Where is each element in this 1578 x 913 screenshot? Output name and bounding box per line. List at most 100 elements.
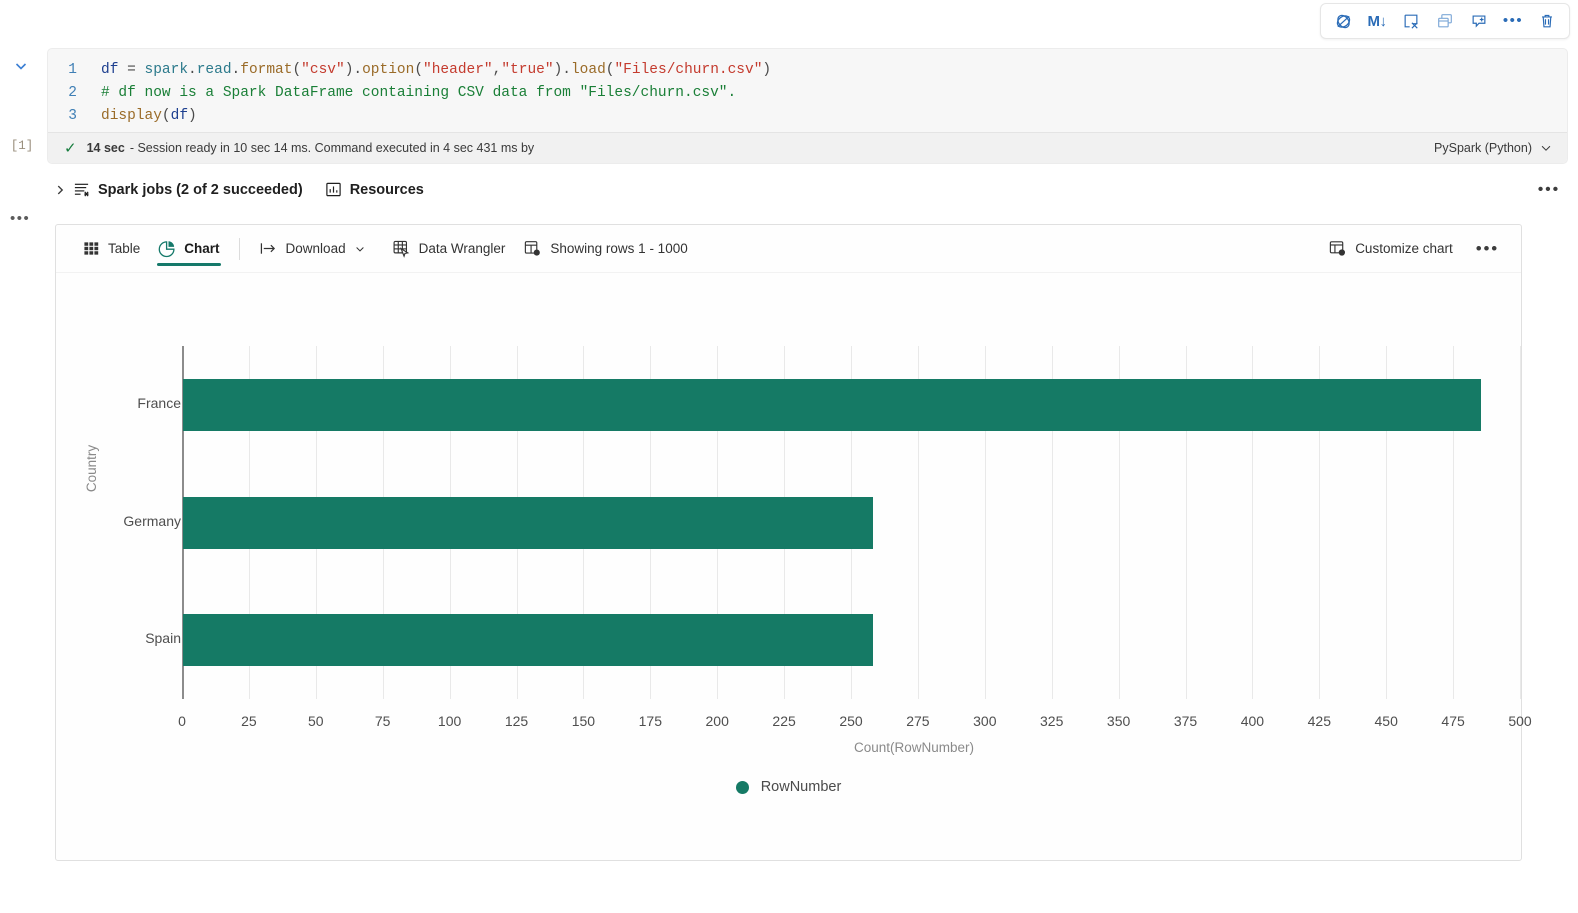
showing-rows-label: Showing rows 1 - 1000 [550,241,688,256]
gridline [1453,346,1455,699]
x-axis-tick: 250 [839,713,863,729]
x-axis-tick: 200 [705,713,729,729]
x-axis-tick: 325 [1040,713,1064,729]
x-axis-tick: 350 [1106,713,1131,729]
bar-chart: Country France Germany Spain 0 25 50 75 100 125… [56,273,1532,861]
markdown-icon[interactable]: M↓ [1367,12,1388,30]
cell-gutter-more-icon[interactable]: ••• [10,210,31,227]
x-axis-tick: 400 [1240,713,1265,729]
bar[interactable] [183,614,874,667]
gridline [1520,346,1521,699]
bar[interactable] [183,496,874,549]
tab-table-label: Table [108,241,141,256]
tab-chart[interactable]: Chart [149,226,228,272]
add-comment-icon[interactable] [1463,6,1495,36]
x-axis-tick: 500 [1508,713,1532,729]
cell-link-icon[interactable] [1327,6,1359,36]
spark-jobs-more-icon[interactable]: ••• [1537,180,1560,198]
language-selector[interactable]: PySpark (Python) [1434,141,1553,155]
x-axis-tick: 300 [973,713,997,729]
gridline [1319,346,1321,699]
gridline [917,346,919,699]
chevron-down-icon [1541,145,1551,151]
code-text-1: df = spark.read.format("csv").option("he… [101,62,772,78]
y-axis-tick: Germany [123,512,181,529]
resources-label: Resources [349,181,424,198]
x-axis-tick: 475 [1441,713,1465,729]
data-wrangler-icon [392,239,411,258]
spark-jobs-icon [73,181,90,198]
code-cell[interactable]: 1 df = spark.read.format("csv").option("… [47,48,1568,164]
line-number: 2 [68,85,77,101]
cell-collapse-chevron-icon[interactable] [10,55,32,77]
code-line: 2 # df now is a Spark DataFrame containi… [48,82,1567,105]
download-button[interactable]: Download [250,226,375,272]
customize-panel-icon [1328,239,1347,258]
cell-status-bar: ✓ 14 sec - Session ready in 10 sec 14 ms… [48,132,1567,163]
download-label: Download [285,241,346,256]
bar[interactable] [183,378,1481,431]
pie-chart-icon [158,240,176,258]
x-axis-title: Count(RowNumber) [853,740,975,755]
result-output-card: Table Chart Download [55,224,1532,861]
spark-jobs-label: Spark jobs (2 of 2 succeeded) [98,181,303,198]
spark-jobs-expand-icon[interactable] [47,183,73,197]
gridline [1051,346,1053,699]
result-more-icon[interactable]: ••• [1475,238,1499,258]
x-axis-tick: 75 [374,713,391,729]
x-axis-tick: 150 [571,713,596,729]
tab-chart-label: Chart [184,241,220,256]
customize-chart-button[interactable]: Customize chart [1319,226,1462,272]
showing-rows-info[interactable]: Showing rows 1 - 1000 [514,226,696,272]
gridline [1118,346,1120,699]
x-axis-tick: 425 [1307,713,1331,729]
legend-label: RowNumber [760,779,842,795]
execution-index: [1] [10,139,34,153]
duplicate-cell-icon[interactable] [1429,6,1461,36]
x-axis-tick: 125 [504,713,529,729]
cell-toolbar: M↓ ••• [1320,3,1570,39]
code-text-2: # df now is a Spark DataFrame containing… [101,85,737,101]
clear-output-icon[interactable] [1395,6,1427,36]
code-editor[interactable]: 1 df = spark.read.format("csv").option("… [48,49,1567,134]
gridline [1185,346,1187,699]
line-number: 3 [68,108,77,124]
x-axis-tick: 450 [1374,713,1398,729]
spark-jobs-row: Spark jobs (2 of 2 succeeded) Resources … [47,173,1568,206]
toolbar-divider [238,237,240,260]
chart-legend: RowNumber [56,779,1521,795]
chevron-down-icon [354,243,366,255]
x-axis-tick: 275 [906,713,930,729]
export-icon [259,240,278,257]
success-check-icon: ✓ [64,139,77,157]
plot-area [182,346,1521,699]
y-axis-tick: Spain [145,630,181,647]
code-line: 3 display(df) [48,105,1567,128]
code-line: 1 df = spark.read.format("csv").option("… [48,59,1567,82]
gridline [1252,346,1254,699]
gridline [1386,346,1388,699]
x-axis-tick: 25 [241,713,257,729]
line-number: 1 [68,62,77,78]
execution-message: - Session ready in 10 sec 14 ms. Command… [129,141,535,155]
more-options-icon[interactable]: ••• [1502,12,1524,29]
rows-settings-icon [523,239,542,258]
x-axis-tick: 225 [772,713,796,729]
x-axis-tick: 100 [437,713,462,729]
x-axis-tick: 175 [638,713,662,729]
x-axis-tick: 0 [178,713,186,729]
x-axis-tick: 375 [1173,713,1198,729]
code-text-3: display(df) [101,108,197,124]
data-wrangler-button[interactable]: Data Wrangler [383,226,515,272]
result-toolbar: Table Chart Download [56,225,1521,273]
y-axis-tick: France [137,394,181,411]
tab-table[interactable]: Table [74,226,149,272]
delete-cell-icon[interactable] [1531,6,1563,36]
language-label: PySpark (Python) [1434,141,1532,155]
legend-swatch [735,780,749,794]
x-axis-tick: 50 [308,713,324,729]
spark-jobs-toggle[interactable]: Spark jobs (2 of 2 succeeded) [73,181,303,198]
resources-toggle[interactable]: Resources [325,181,424,198]
resources-chart-icon [325,181,342,198]
table-grid-icon [83,240,100,257]
